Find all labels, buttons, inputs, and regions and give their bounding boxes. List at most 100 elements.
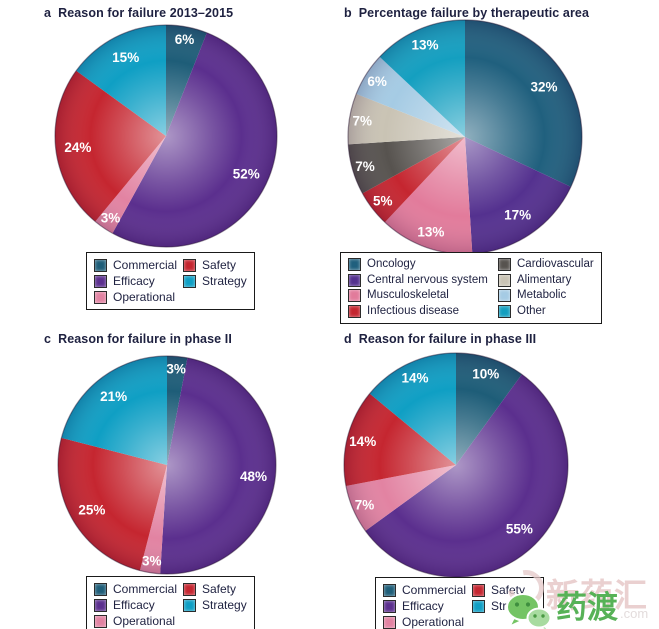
legend-item-musculoskeletal: Musculoskeletal (348, 289, 498, 303)
pie-value-label: 52% (233, 167, 260, 182)
legend-d: CommercialEfficacyOperationalSafetyStrat… (375, 577, 544, 629)
legend-swatch (472, 583, 485, 597)
legend-swatch (383, 615, 396, 629)
panel-title-text-d: Reason for failure in phase III (358, 332, 537, 346)
watermark-brand-green-text: 药渡 (556, 590, 618, 625)
legend-label: Infectious disease (367, 304, 460, 317)
legend-swatch (348, 289, 361, 303)
legend-item-alimentary: Alimentary (498, 274, 594, 288)
legend-item-operational: Operational (94, 614, 183, 628)
legend-label: Metabolic (517, 289, 567, 301)
watermark-brand-green: 药渡 .com (556, 591, 648, 629)
legend-label: Operational (402, 615, 465, 629)
legend-item-efficacy: Efficacy (94, 274, 183, 288)
watermark-domain-suffix: .com (620, 606, 649, 621)
legend-label: Safety (202, 258, 237, 272)
legend-swatch (94, 614, 107, 628)
pie-value-label: 5% (373, 194, 393, 209)
legend-label: Efficacy (113, 274, 155, 288)
legend-item-safety: Safety (183, 258, 247, 272)
pie-value-label: 14% (349, 434, 376, 449)
wechat-icon (506, 593, 552, 629)
pie-value-label: 6% (367, 74, 387, 89)
pie-value-label: 48% (240, 469, 267, 484)
legend-item-commercial: Commercial (94, 258, 183, 272)
legend-a: Commercial Efficacy Operational Safety Strat… (86, 252, 255, 310)
legend-label: Efficacy (402, 599, 444, 613)
legend-item-central-nervous-system: Central nervous system (348, 274, 498, 288)
panel-title-d: d Reason for failure in phase III (344, 332, 536, 346)
legend-label: Strategy (202, 598, 247, 612)
legend-label: Safety (202, 582, 237, 596)
pie-value-label: 3% (101, 211, 121, 226)
pie-chart-d: 10% 55% 7% 14% 14% (343, 352, 569, 578)
legend-item-operational: Operational (383, 615, 472, 629)
legend-label: Operational (113, 614, 176, 628)
legend-item-commercial: Commercial (383, 583, 472, 597)
legend-label: Alimentary (517, 273, 572, 286)
legend-column: Commercial Efficacy Operational (94, 582, 183, 628)
legend-item-safety: Safety (472, 583, 536, 597)
panel-letter-b: b (344, 6, 352, 20)
panel-title-text-b: Percentage failure by therapeutic area (358, 6, 590, 20)
legend-swatch (183, 274, 196, 288)
legend-swatch (472, 599, 485, 613)
legend-label: Cardiovascular (517, 258, 594, 270)
pie-sheen (55, 25, 277, 247)
legend-swatch (498, 289, 511, 303)
legend-swatch (94, 290, 107, 304)
pie-value-label: 7% (352, 114, 372, 129)
pie-value-label: 32% (530, 80, 557, 95)
legend-swatch (498, 258, 511, 272)
pie-outline (54, 24, 278, 248)
legend-swatch (94, 582, 107, 596)
legend-item-strategy: Strategy (183, 274, 247, 288)
legend-b: Oncology Central nervous system Musculoske… (340, 252, 602, 324)
legend-label: Central nervous system (367, 273, 488, 286)
legend-item-safety: Safety (183, 582, 247, 596)
legend-item-cardiovascular: Cardiovascular (498, 258, 594, 272)
legend-label: Safety (491, 583, 526, 597)
pie-value-label: 15% (112, 50, 139, 65)
pie-chart-b: 32% 17% 13% 5% 7% 7% 6% 13% (347, 19, 583, 255)
pie-sheen (58, 356, 276, 574)
pie-chart-a: 6% 52% 3% 24% 15% (54, 24, 278, 248)
legend-item-efficacy: Efficacy (383, 599, 472, 613)
pie-value-label: 6% (175, 32, 195, 47)
panel-letter-c: c (44, 332, 52, 346)
legend-swatch (383, 599, 396, 613)
pie-value-label: 3% (166, 361, 186, 376)
legend-column: Oncology Central nervous system Musculoske… (348, 258, 498, 318)
legend-label: Commercial (113, 582, 178, 596)
legend-column: Safety Strategy (183, 582, 247, 628)
legend-swatch (348, 304, 361, 318)
legend-column: Commercial Efficacy Operational (94, 258, 183, 304)
pie-value-label: 24% (64, 140, 91, 155)
legend-swatch (94, 258, 107, 272)
legend-column: Cardiovascular Alimentary Metabolic Other (498, 258, 594, 318)
legend-column: Commercial Efficacy Operational (383, 583, 472, 629)
legend-item-efficacy: Efficacy (94, 598, 183, 612)
pie-sheen (348, 20, 582, 254)
pie-value-label: 3% (142, 554, 162, 569)
pie-value-label: 55% (506, 521, 533, 536)
pie-sheen (344, 353, 568, 577)
legend-column: Safety Strategy (183, 258, 247, 304)
panel-title-b: b Percentage failure by therapeutic area (344, 6, 589, 20)
pie-value-label: 7% (355, 159, 375, 174)
legend-swatch (183, 598, 196, 612)
pie-value-label: 17% (504, 207, 531, 222)
legend-swatch (348, 258, 361, 272)
legend-c: Commercial Efficacy Operational Safety Strat… (86, 576, 255, 629)
legend-swatch (183, 258, 196, 272)
pie-value-label: 25% (78, 502, 105, 517)
legend-item-other: Other (498, 305, 594, 319)
legend-label: Commercial (113, 258, 178, 272)
legend-swatch (383, 583, 396, 597)
watermark-brand-cjk: 新药汇 (546, 577, 648, 614)
pie-value-label: 10% (472, 366, 499, 381)
legend-item-oncology: Oncology (348, 258, 498, 272)
legend-swatch (498, 304, 511, 318)
legend-swatch (94, 274, 107, 288)
